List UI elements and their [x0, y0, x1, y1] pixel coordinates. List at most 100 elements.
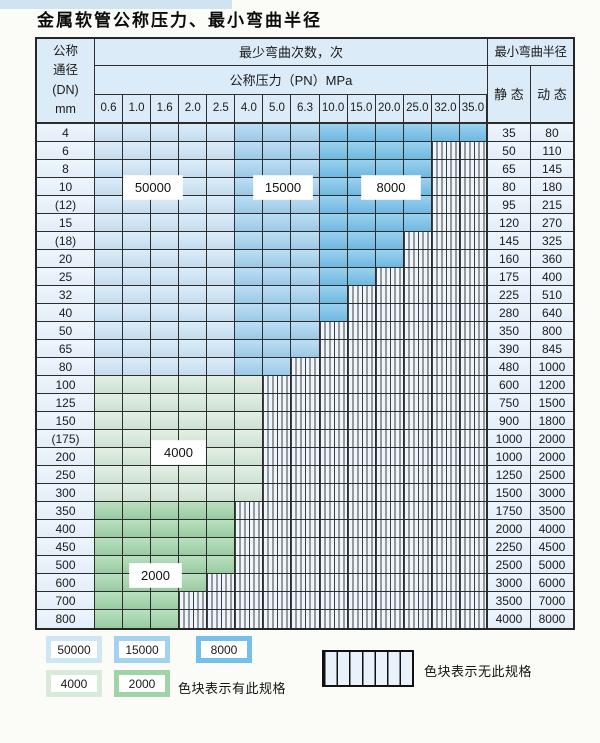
- spec-cell: [375, 538, 404, 556]
- spec-cell: [375, 412, 404, 430]
- static-radius-value: 95: [487, 196, 531, 214]
- spec-cell: [319, 178, 348, 196]
- spec-cell: [291, 322, 320, 340]
- spec-cell: [459, 340, 488, 358]
- spec-cell: [459, 160, 488, 178]
- spec-cell: [319, 268, 348, 286]
- spec-cell: [263, 160, 292, 178]
- row-label-dn: 6: [37, 142, 95, 160]
- dynamic-radius-value: 325: [530, 232, 573, 250]
- static-radius-value: 145: [487, 232, 531, 250]
- spec-cell: [95, 538, 124, 556]
- static-radius-value: 1750: [487, 502, 531, 520]
- spec-cell: [95, 610, 124, 628]
- spec-cell: [263, 502, 292, 520]
- static-radius-value: 2000: [487, 520, 531, 538]
- spec-cell: [179, 412, 208, 430]
- spec-cell: [291, 358, 320, 376]
- spec-cell: [403, 412, 432, 430]
- spec-cell: [291, 232, 320, 250]
- spec-cell: [151, 610, 180, 628]
- spec-cell: [123, 430, 152, 448]
- spec-cell: [95, 124, 124, 142]
- spec-cell: [375, 124, 404, 142]
- spec-cell: [151, 394, 180, 412]
- cycle-count-label: 8000: [362, 176, 420, 199]
- spec-cell: [179, 142, 208, 160]
- spec-cell: [431, 124, 460, 142]
- spec-cell: [179, 502, 208, 520]
- spec-cell: [347, 412, 376, 430]
- spec-cell: [95, 178, 124, 196]
- static-radius-value: 65: [487, 160, 531, 178]
- row-label-dn: 50: [37, 322, 95, 340]
- row-label-dn: 200: [37, 448, 95, 466]
- spec-cell: [403, 214, 432, 232]
- spec-cell: [95, 592, 124, 610]
- spec-cell: [95, 214, 124, 232]
- spec-cell: [95, 268, 124, 286]
- cycle-count-label: 15000: [254, 176, 312, 199]
- spec-cell: [431, 610, 460, 628]
- spec-cell: [179, 574, 208, 592]
- spec-cell: [319, 430, 348, 448]
- spec-cell: [403, 250, 432, 268]
- spec-cell: [263, 232, 292, 250]
- spec-cell: [403, 466, 432, 484]
- spec-cell: [347, 610, 376, 628]
- row-label-dn: 300: [37, 484, 95, 502]
- spec-cell: [207, 556, 236, 574]
- pressure-col-header: 32.0: [431, 95, 460, 124]
- spec-cell: [403, 142, 432, 160]
- spec-cell: [151, 142, 180, 160]
- static-radius-value: 160: [487, 250, 531, 268]
- spec-cell: [123, 250, 152, 268]
- spec-cell: [123, 412, 152, 430]
- static-radius-value: 390: [487, 340, 531, 358]
- dynamic-radius-value: 3000: [530, 484, 573, 502]
- spec-cell: [403, 124, 432, 142]
- spec-cell: [319, 304, 348, 322]
- spec-cell: [319, 610, 348, 628]
- static-radius-value: 750: [487, 394, 531, 412]
- spec-cell: [403, 196, 432, 214]
- spec-cell: [347, 160, 376, 178]
- row-label-dn: 700: [37, 592, 95, 610]
- spec-cell: [431, 160, 460, 178]
- spec-cell: [403, 376, 432, 394]
- spec-cell: [207, 214, 236, 232]
- spec-cell: [403, 610, 432, 628]
- static-radius-value: 3500: [487, 592, 531, 610]
- spec-cell: [123, 304, 152, 322]
- spec-cell: [263, 574, 292, 592]
- spec-cell: [95, 484, 124, 502]
- spec-cell: [375, 502, 404, 520]
- spec-cell: [151, 232, 180, 250]
- row-label-dn: 400: [37, 520, 95, 538]
- spec-cell: [95, 448, 124, 466]
- spec-cell: [459, 610, 488, 628]
- dynamic-radius-value: 2500: [530, 466, 573, 484]
- spec-cell: [375, 196, 404, 214]
- spec-cell: [235, 304, 264, 322]
- spec-cell: [235, 214, 264, 232]
- spec-cell: [347, 232, 376, 250]
- spec-cell: [95, 466, 124, 484]
- row-label-dn: 65: [37, 340, 95, 358]
- static-radius-value: 50: [487, 142, 531, 160]
- spec-cell: [95, 574, 124, 592]
- spec-cell: [459, 304, 488, 322]
- spec-cell: [291, 124, 320, 142]
- spec-cell: [123, 592, 152, 610]
- spec-cell: [263, 394, 292, 412]
- spec-cell: [403, 394, 432, 412]
- spec-cell: [375, 574, 404, 592]
- spec-cell: [319, 358, 348, 376]
- static-radius-value: 280: [487, 304, 531, 322]
- spec-cell: [375, 484, 404, 502]
- spec-cell: [123, 358, 152, 376]
- spec-cell: [179, 286, 208, 304]
- static-radius-value: 480: [487, 358, 531, 376]
- spec-cell: [95, 376, 124, 394]
- spec-cell: [291, 610, 320, 628]
